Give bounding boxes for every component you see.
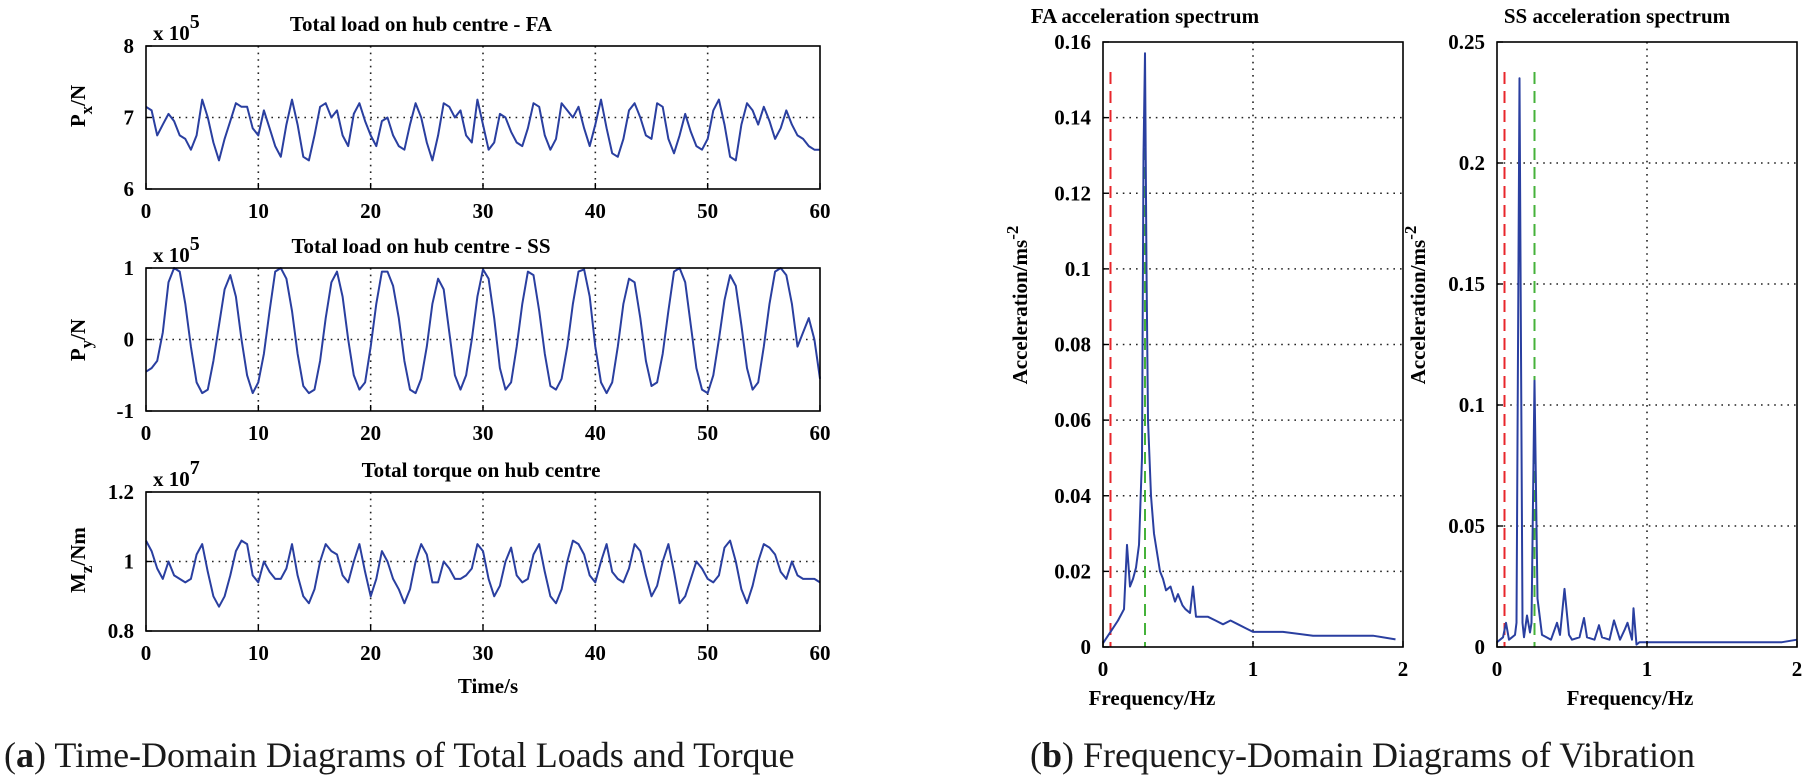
y-tick-label: 0.14: [1054, 106, 1091, 130]
x-tick-label: 20: [360, 421, 381, 445]
caption-a: (a) Time-Domain Diagrams of Total Loads …: [4, 735, 795, 775]
chart-title: SS acceleration spectrum: [1504, 4, 1731, 28]
caption-b: (b) Frequency-Domain Diagrams of Vibrati…: [1030, 735, 1696, 775]
x-tick-label: 0: [1098, 657, 1109, 681]
y-tick-label: 0.02: [1054, 559, 1091, 583]
svg-text:Acceleration/ms-2: Acceleration/ms-2: [1401, 226, 1430, 385]
plot-area: 0 10 20 30 40 50 60-101: [117, 256, 831, 445]
y-axis-label: Px/N: [66, 85, 96, 127]
x-tick-label: 0: [141, 421, 152, 445]
series-line-Px: [145, 98, 820, 162]
plot-area: 0 10 20 30 40 50 60 0.8 1 1.2: [108, 480, 831, 665]
x-tick-label: 30: [473, 199, 494, 223]
x-tick-label: 2: [1398, 657, 1409, 681]
svg-text:Mz/Nm: Mz/Nm: [66, 527, 96, 593]
x-tick-label: 20: [360, 199, 381, 223]
y-tick-label: 0.08: [1054, 333, 1091, 357]
y-tick-label: 0.04: [1054, 484, 1091, 508]
y-axis-label: Py/N: [66, 319, 96, 361]
x-tick-label: 50: [697, 199, 718, 223]
y-tick-label: 0: [1475, 635, 1486, 659]
y-tick-label: 1: [124, 550, 135, 574]
plot-area: 0 1 2 0 0.05 0.1 0.15 0.2 0.25: [1448, 30, 1802, 681]
y-tick-label: 0.16: [1054, 30, 1091, 54]
y-tick-label: 0.1: [1065, 257, 1091, 281]
series-line-FA: [1102, 52, 1396, 644]
x-tick-label: 20: [360, 641, 381, 665]
y-axis-label: Acceleration/ms-2: [1003, 226, 1032, 385]
y-tick-label: 7: [124, 106, 135, 130]
x-tick-label: 0: [1492, 657, 1503, 681]
y-tick-label: 0.12: [1054, 181, 1091, 205]
y-tick-label: 0.8: [108, 619, 134, 643]
y-tick-label: 1.2: [108, 480, 134, 504]
series-line-Py: [145, 267, 821, 395]
x-tick-label: 0: [141, 199, 152, 223]
svg-text:Acceleration/ms-2: Acceleration/ms-2: [1003, 226, 1032, 385]
x-tick-label: 60: [810, 641, 831, 665]
chart-fa-spectrum: FA acceleration spectrum Acceleration/ms…: [1003, 4, 1408, 710]
y-tick-label: 0.25: [1448, 30, 1485, 54]
y-tick-label: -1: [117, 399, 135, 423]
scale-factor: x 105: [153, 233, 200, 267]
scale-factor: x 105: [153, 11, 200, 45]
x-tick-label: 50: [697, 421, 718, 445]
y-tick-label: 0.1: [1459, 393, 1485, 417]
x-tick-label: 1: [1248, 657, 1259, 681]
x-tick-label: 40: [585, 641, 606, 665]
chart-mz: Total torque on hub centre x 107 Mz/Nm T…: [66, 457, 831, 698]
y-tick-label: 1: [124, 256, 135, 280]
chart-px: Total load on hub centre - FA x 105 Px/N…: [66, 11, 831, 223]
plot-area: 0 1 2 0 0.02 0.04 0.06 0.08 0.1 0.12 0.14 0.16: [1054, 30, 1408, 681]
y-tick-label: 0.06: [1054, 408, 1091, 432]
x-tick-label: 1: [1642, 657, 1653, 681]
chart-title: Total load on hub centre - FA: [290, 12, 553, 36]
x-tick-label: 10: [248, 421, 269, 445]
x-axis-label: Time/s: [458, 674, 518, 698]
x-tick-label: 40: [585, 199, 606, 223]
x-tick-label: 30: [473, 641, 494, 665]
x-tick-label: 0: [141, 641, 152, 665]
x-tick-label: 40: [585, 421, 606, 445]
x-tick-label: 2: [1792, 657, 1803, 681]
x-tick-label: 10: [248, 199, 269, 223]
scale-factor: x 107: [153, 457, 200, 491]
y-tick-label: 8: [124, 34, 135, 58]
plot-area: 0 10 20 30 40 50 60 6 7 8: [124, 34, 831, 223]
x-tick-label: 10: [248, 641, 269, 665]
x-tick-label: 60: [810, 421, 831, 445]
x-axis-label: Frequency/Hz: [1567, 686, 1694, 710]
x-tick-label: 60: [810, 199, 831, 223]
chart-ss-spectrum: SS acceleration spectrum Acceleration/ms…: [1401, 4, 1802, 710]
x-tick-label: 50: [697, 641, 718, 665]
plot-frame: [1496, 41, 1798, 648]
series-line-SS: [1496, 77, 1798, 646]
chart-title: FA acceleration spectrum: [1031, 4, 1260, 28]
svg-text:Py/N: Py/N: [66, 319, 96, 361]
y-tick-label: 0: [124, 328, 135, 352]
y-tick-label: 6: [124, 177, 135, 201]
svg-text:Px/N: Px/N: [66, 85, 96, 127]
x-axis-label: Frequency/Hz: [1089, 686, 1216, 710]
series-line-Mz: [145, 539, 821, 608]
y-tick-label: 0.2: [1459, 151, 1485, 175]
x-tick-label: 30: [473, 421, 494, 445]
chart-title: Total torque on hub centre: [362, 458, 601, 482]
y-tick-label: 0.05: [1448, 514, 1485, 538]
y-tick-label: 0.15: [1448, 272, 1485, 296]
y-axis-label: Acceleration/ms-2: [1401, 226, 1430, 385]
chart-title: Total load on hub centre - SS: [291, 234, 550, 258]
y-tick-label: 0: [1081, 635, 1092, 659]
chart-py: Total load on hub centre - SS x 105 Py/N…: [66, 233, 831, 445]
y-axis-label: Mz/Nm: [66, 527, 96, 593]
